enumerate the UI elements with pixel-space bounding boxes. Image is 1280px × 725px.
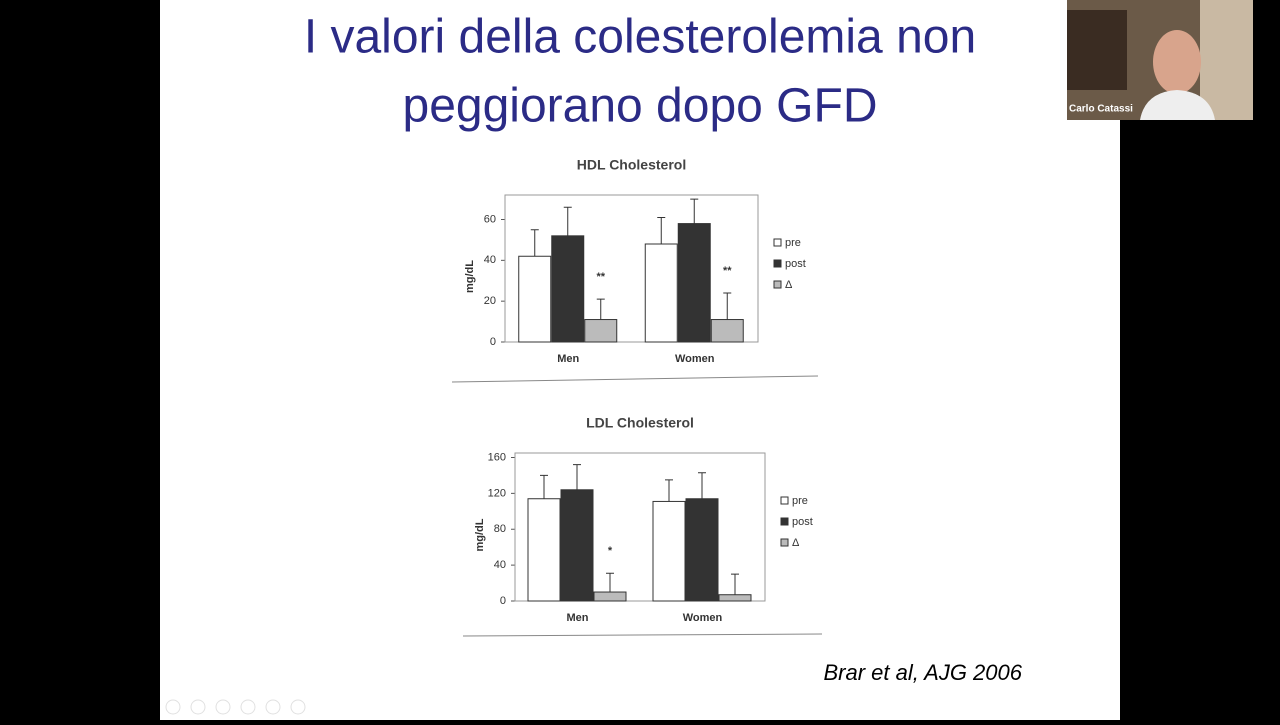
y-tick-label: 80 <box>494 523 506 535</box>
y-tick-label: 40 <box>494 559 506 571</box>
slide-toolbar <box>165 699 306 715</box>
error-bar <box>665 479 673 502</box>
bar <box>677 223 711 343</box>
toolbar-button[interactable] <box>240 699 256 715</box>
chart-title: HDL Cholesterol <box>577 157 686 173</box>
x-tick-label: Women <box>675 353 715 365</box>
legend-swatch <box>773 280 782 289</box>
shirt <box>1140 90 1215 120</box>
legend-label: post <box>785 258 806 270</box>
x-tick-label: Women <box>683 612 723 624</box>
legend-label: Δ <box>792 537 800 549</box>
legend-label: pre <box>792 495 808 507</box>
legend-label: post <box>792 516 813 528</box>
toolbar-button[interactable] <box>265 699 281 715</box>
slide-title: peggiorano dopo GFD <box>403 80 878 133</box>
y-tick-label: 60 <box>484 213 496 225</box>
separator <box>451 375 819 383</box>
chart-title: LDL Cholesterol <box>586 415 694 431</box>
bar <box>652 500 686 602</box>
y-tick-label: 160 <box>488 451 506 463</box>
legend-swatch <box>773 259 782 268</box>
toolbar-button[interactable] <box>165 699 181 715</box>
wall <box>1200 0 1253 120</box>
y-tick-label: 20 <box>484 295 496 307</box>
error-bar <box>563 206 572 236</box>
bar <box>685 498 719 602</box>
toolbar-button[interactable] <box>215 699 231 715</box>
y-tick-label: 40 <box>484 254 496 266</box>
toolbar-button[interactable] <box>190 699 206 715</box>
legend-label: Δ <box>785 279 793 291</box>
x-tick-label: Men <box>567 612 589 624</box>
video-tile: Carlo Catassi <box>1067 0 1253 120</box>
plot-frame <box>514 452 766 602</box>
legend-swatch <box>780 517 789 526</box>
bar <box>560 489 594 602</box>
significance-mark: * <box>608 545 613 557</box>
error-bar <box>540 474 548 499</box>
bar <box>718 594 752 602</box>
legend-swatch <box>773 238 782 247</box>
bar <box>551 235 585 343</box>
error-bar <box>657 216 666 244</box>
participant-name: Carlo Catassi <box>1069 104 1133 115</box>
error-bar <box>731 573 739 595</box>
y-tick-label: 0 <box>490 336 496 348</box>
significance-mark: ** <box>723 265 732 277</box>
y-axis-label: mg/dL <box>464 260 476 293</box>
bar <box>518 255 552 343</box>
legend-label: pre <box>785 237 801 249</box>
y-axis-label: mg/dL <box>474 518 486 551</box>
x-tick-label: Men <box>557 353 579 365</box>
bar <box>527 498 561 602</box>
error-bar <box>606 572 614 593</box>
bar <box>584 319 618 343</box>
error-bar <box>723 292 732 320</box>
y-tick-label: 0 <box>500 595 506 607</box>
bookshelf <box>1067 10 1127 90</box>
bar <box>644 243 678 343</box>
separator <box>462 633 823 637</box>
error-bar <box>690 198 699 224</box>
error-bar <box>596 298 605 320</box>
error-bar <box>573 464 581 490</box>
error-bar <box>698 472 706 499</box>
face <box>1153 30 1201 94</box>
significance-mark: ** <box>596 271 605 283</box>
slide <box>160 0 1120 720</box>
bar <box>593 591 627 602</box>
legend-swatch <box>780 538 789 547</box>
bar <box>710 319 744 343</box>
error-bar <box>530 229 539 257</box>
slide-title: I valori della colesterolemia non <box>304 11 976 64</box>
legend-swatch <box>780 496 789 505</box>
citation: Brar et al, AJG 2006 <box>823 660 1022 685</box>
toolbar-button[interactable] <box>290 699 306 715</box>
y-tick-label: 120 <box>488 487 506 499</box>
plot-frame <box>504 194 759 343</box>
